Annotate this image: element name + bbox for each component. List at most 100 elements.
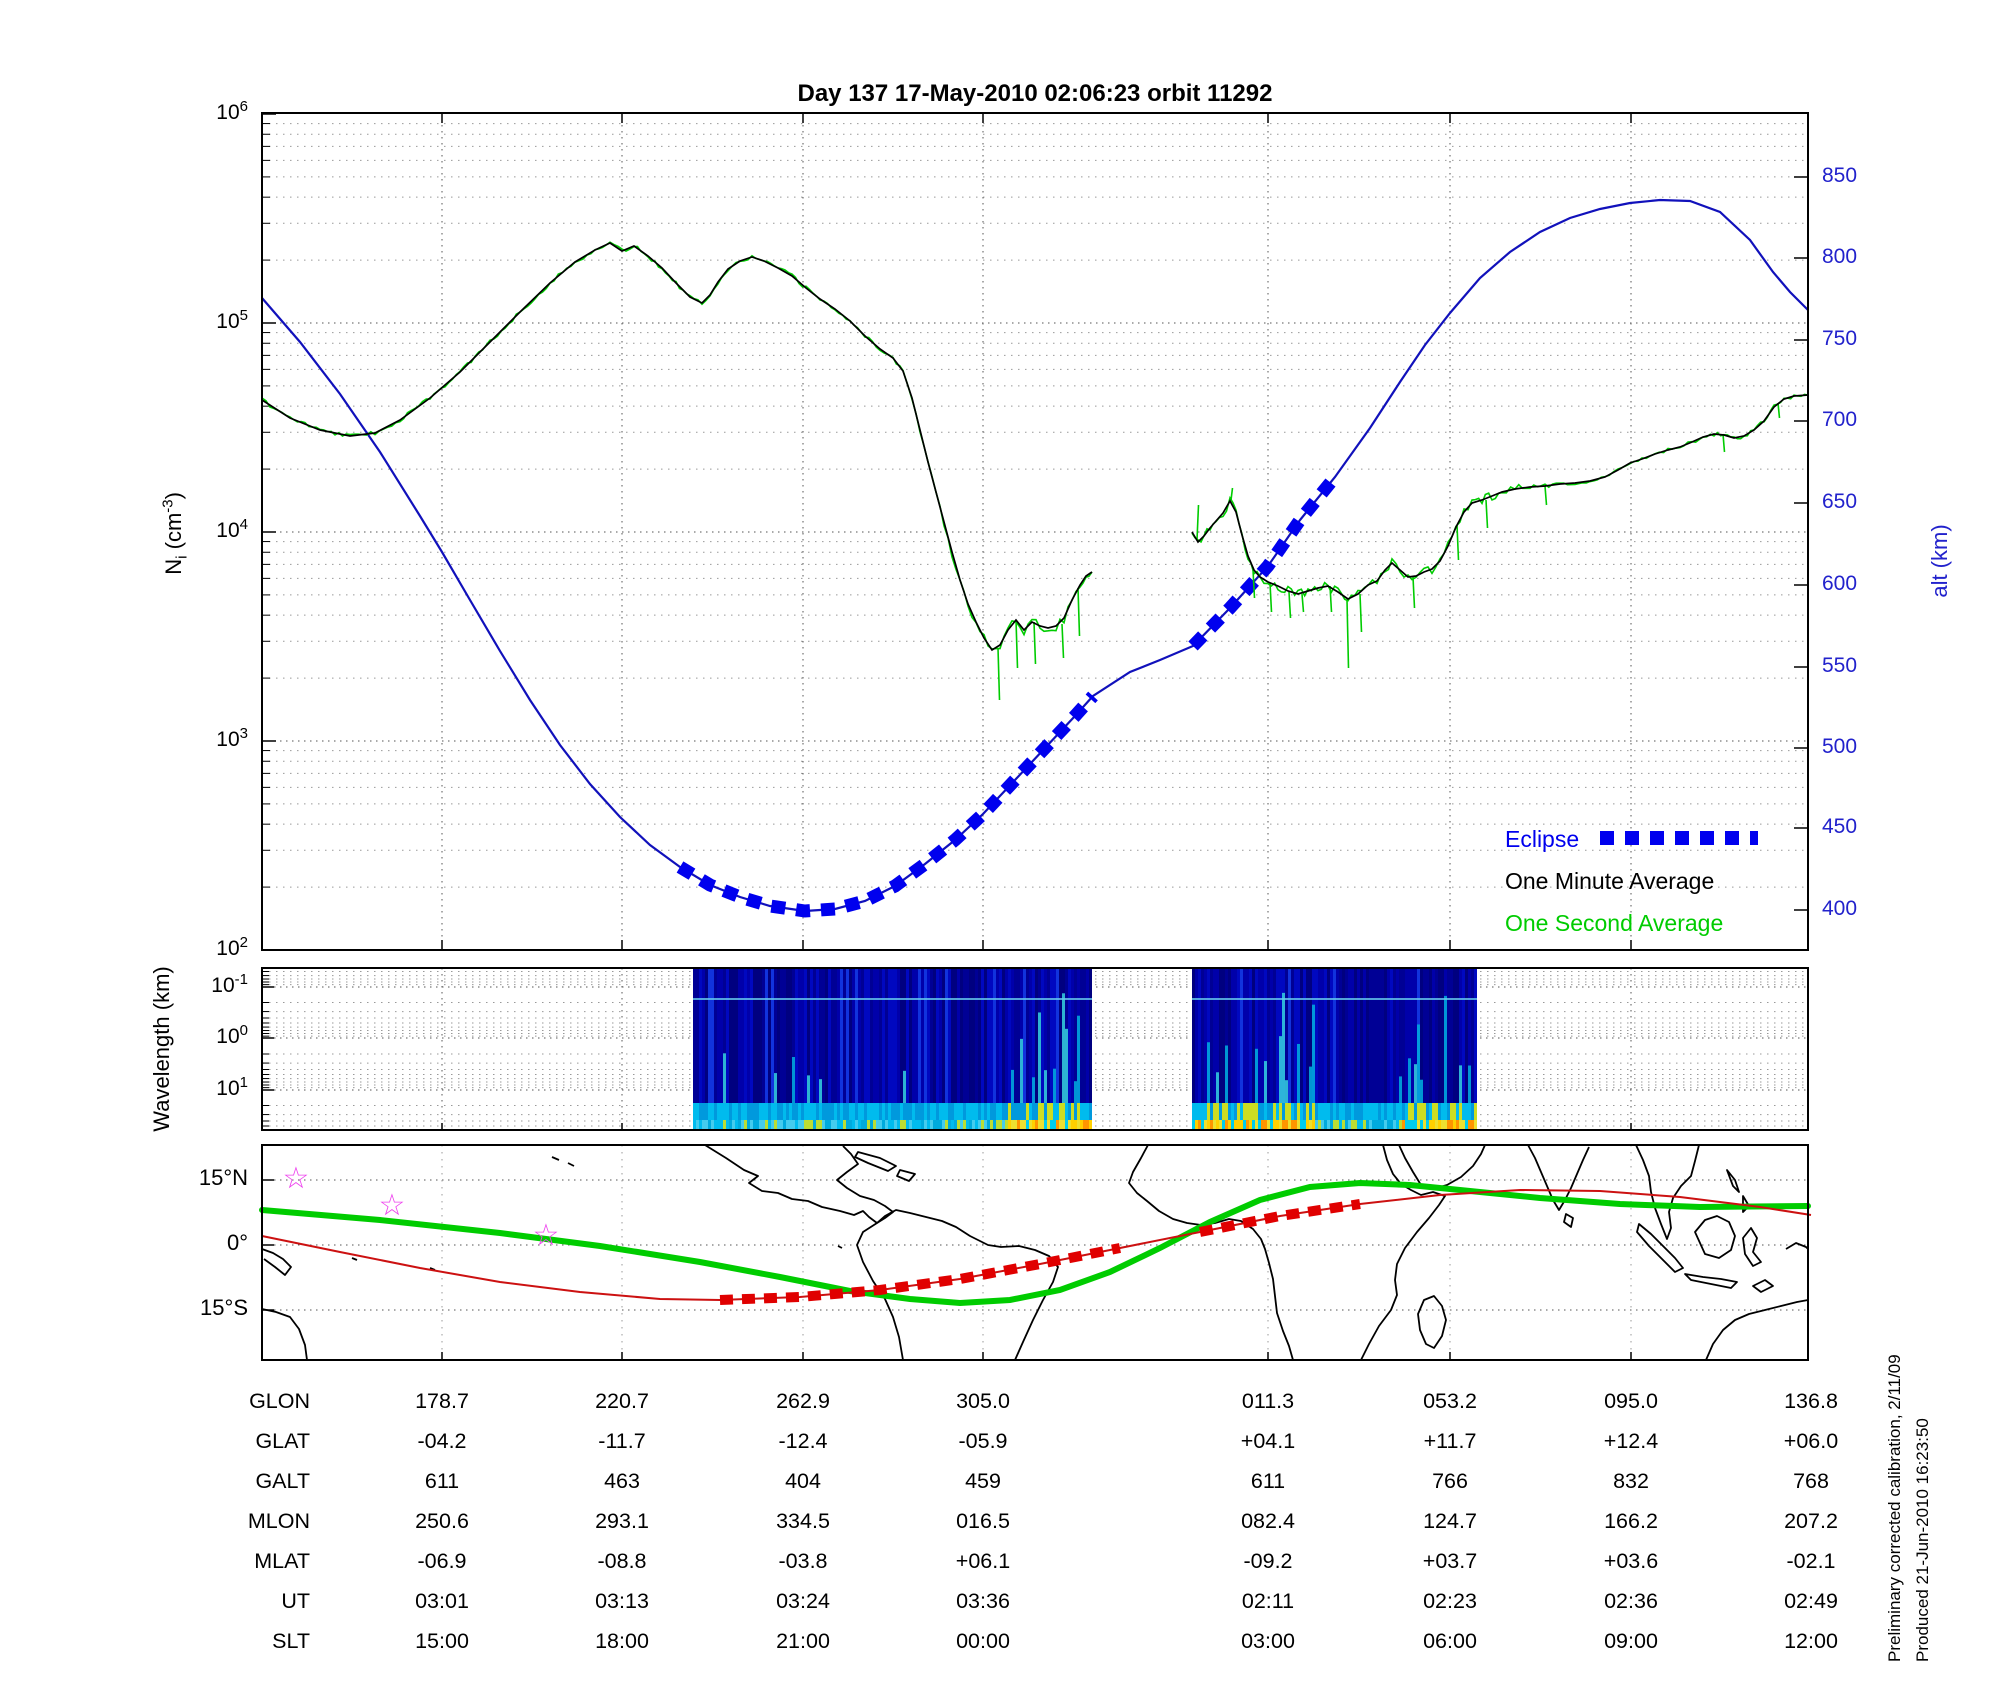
- spectrogram-strip: [912, 969, 915, 1103]
- spectrogram-bottomband: [1294, 1120, 1297, 1129]
- spectrogram-midband: [1201, 1103, 1204, 1120]
- table-row-label: GALT: [255, 1469, 310, 1493]
- spectrogram-midband: [945, 1103, 948, 1120]
- eclipse-segment: [1188, 472, 1341, 651]
- spectrogram-bottomband: [1366, 1120, 1369, 1129]
- chart-title: Day 137 17-May-2010 02:06:23 orbit 11292: [797, 80, 1273, 107]
- spectrogram-bottomband: [930, 1120, 933, 1129]
- table-row-label: GLAT: [255, 1429, 310, 1453]
- spectrogram-strip: [1216, 969, 1219, 1103]
- spectrogram-bottomband: [1056, 1120, 1059, 1129]
- spectrogram-strip: [948, 969, 951, 1103]
- table-cell: +11.7: [1423, 1429, 1477, 1453]
- spectrogram-strip: [876, 969, 879, 1103]
- spectrogram-column: [1020, 1038, 1023, 1103]
- coastline: [1726, 1169, 1740, 1193]
- spectrogram-strip: [819, 969, 822, 1103]
- panel2-box: [261, 967, 1809, 1131]
- spectrogram-midband: [801, 1103, 804, 1120]
- spectrogram-bottomband: [1441, 1120, 1444, 1129]
- spectrogram-column: [723, 1053, 726, 1103]
- spectrogram-bottomband: [711, 1120, 714, 1129]
- spectrogram-strip: [963, 969, 966, 1103]
- spectrogram-bottomband: [702, 1120, 705, 1129]
- spectrogram-bottomband: [978, 1120, 981, 1129]
- spectrogram-strip: [849, 969, 852, 1103]
- table-cell: 459: [965, 1469, 1001, 1493]
- spectrogram-midband: [1333, 1103, 1336, 1120]
- table-cell: 832: [1613, 1469, 1649, 1493]
- spectrogram-strip: [729, 969, 732, 1103]
- spectrogram-midband: [870, 1103, 873, 1120]
- spectrogram-midband: [1396, 1103, 1399, 1120]
- spectrogram-midband: [891, 1103, 894, 1120]
- spectrogram-midband: [735, 1103, 738, 1120]
- spectrogram-strip: [1011, 969, 1014, 1103]
- legend-one-minute-label: One Minute Average: [1505, 868, 1715, 894]
- spectrogram-strip: [1032, 969, 1035, 1103]
- spectrogram-bottomband: [951, 1120, 954, 1129]
- spectrogram-midband: [1327, 1103, 1330, 1120]
- spectrogram-bottomband: [1068, 1120, 1071, 1129]
- one-second-spike: [1346, 599, 1350, 669]
- legend-one-second-label: One Second Average: [1505, 910, 1724, 936]
- spectrogram-strip: [969, 969, 972, 1103]
- spectrogram-bottomband: [729, 1120, 732, 1129]
- spectrogram-strip: [816, 969, 819, 1103]
- spectrogram-midband: [1267, 1103, 1270, 1120]
- spectrogram-strip: [1375, 969, 1378, 1103]
- spectrogram-bottomband: [798, 1120, 801, 1129]
- spectrogram-bottomband: [774, 1120, 777, 1129]
- spectrogram-midband: [1258, 1103, 1261, 1120]
- spectrogram-midband: [711, 1103, 714, 1120]
- table-cell: 02:11: [1241, 1589, 1295, 1613]
- table-cell: 166.2: [1604, 1509, 1658, 1533]
- spectrogram-midband: [1240, 1103, 1243, 1120]
- spectrogram-bottomband: [1336, 1120, 1339, 1129]
- spectrogram-midband: [1276, 1103, 1279, 1120]
- spectrogram-midband: [1399, 1103, 1402, 1120]
- alt-tick-label: 650: [1822, 490, 1858, 513]
- spectrogram-strip: [1348, 969, 1351, 1103]
- spectrogram-midband: [804, 1103, 807, 1120]
- spectrogram-midband: [1303, 1103, 1306, 1120]
- spectrogram-bottomband: [1360, 1120, 1363, 1129]
- spectrogram-strip: [1080, 969, 1083, 1103]
- spectrogram-bottomband: [738, 1120, 741, 1129]
- spectrogram-midband: [984, 1103, 987, 1120]
- spectrogram-midband: [1222, 1103, 1225, 1120]
- table-cell: -03.8: [778, 1549, 828, 1573]
- spectrogram-midband: [810, 1103, 813, 1120]
- spectrogram-bottomband: [960, 1120, 963, 1129]
- spectrogram-bottomband: [1023, 1120, 1026, 1129]
- spectrogram-midband: [1297, 1103, 1300, 1120]
- ni-tick-label: 105: [216, 307, 248, 333]
- spectrogram-midband: [708, 1103, 711, 1120]
- spectrogram-bottomband: [1077, 1120, 1080, 1129]
- spectrogram-column: [1053, 1068, 1056, 1103]
- spectrogram-strip: [1306, 969, 1309, 1103]
- spectrogram-midband: [1384, 1103, 1387, 1120]
- spectrogram-midband: [1074, 1103, 1077, 1120]
- spectrogram-bottomband: [1390, 1120, 1393, 1129]
- spectrogram-midband: [1071, 1103, 1074, 1120]
- orbit-ground-track: [261, 1188, 1812, 1302]
- spectrogram-bottomband: [699, 1120, 702, 1129]
- spectrogram-bottomband: [969, 1120, 972, 1129]
- one-second-spike: [1230, 487, 1234, 501]
- spectrogram-bottomband: [1423, 1120, 1426, 1129]
- spectrogram-strip: [1315, 969, 1318, 1103]
- table-cell: +12.4: [1603, 1429, 1659, 1453]
- table-cell: 18:00: [595, 1629, 649, 1653]
- spectrogram-midband: [885, 1103, 888, 1120]
- spectrogram-bottomband: [747, 1120, 750, 1129]
- spectrogram-bottomband: [816, 1120, 819, 1129]
- spectrogram-bottomband: [819, 1120, 822, 1129]
- spectrogram-midband: [696, 1103, 699, 1120]
- spectrogram-bottomband: [864, 1120, 867, 1129]
- table-cell: 02:36: [1604, 1589, 1658, 1613]
- spectrogram-strip: [1402, 969, 1405, 1103]
- spectrogram-strip: [693, 969, 696, 1103]
- spectrogram-midband: [1056, 1103, 1059, 1120]
- spectrogram-strip: [951, 969, 954, 1103]
